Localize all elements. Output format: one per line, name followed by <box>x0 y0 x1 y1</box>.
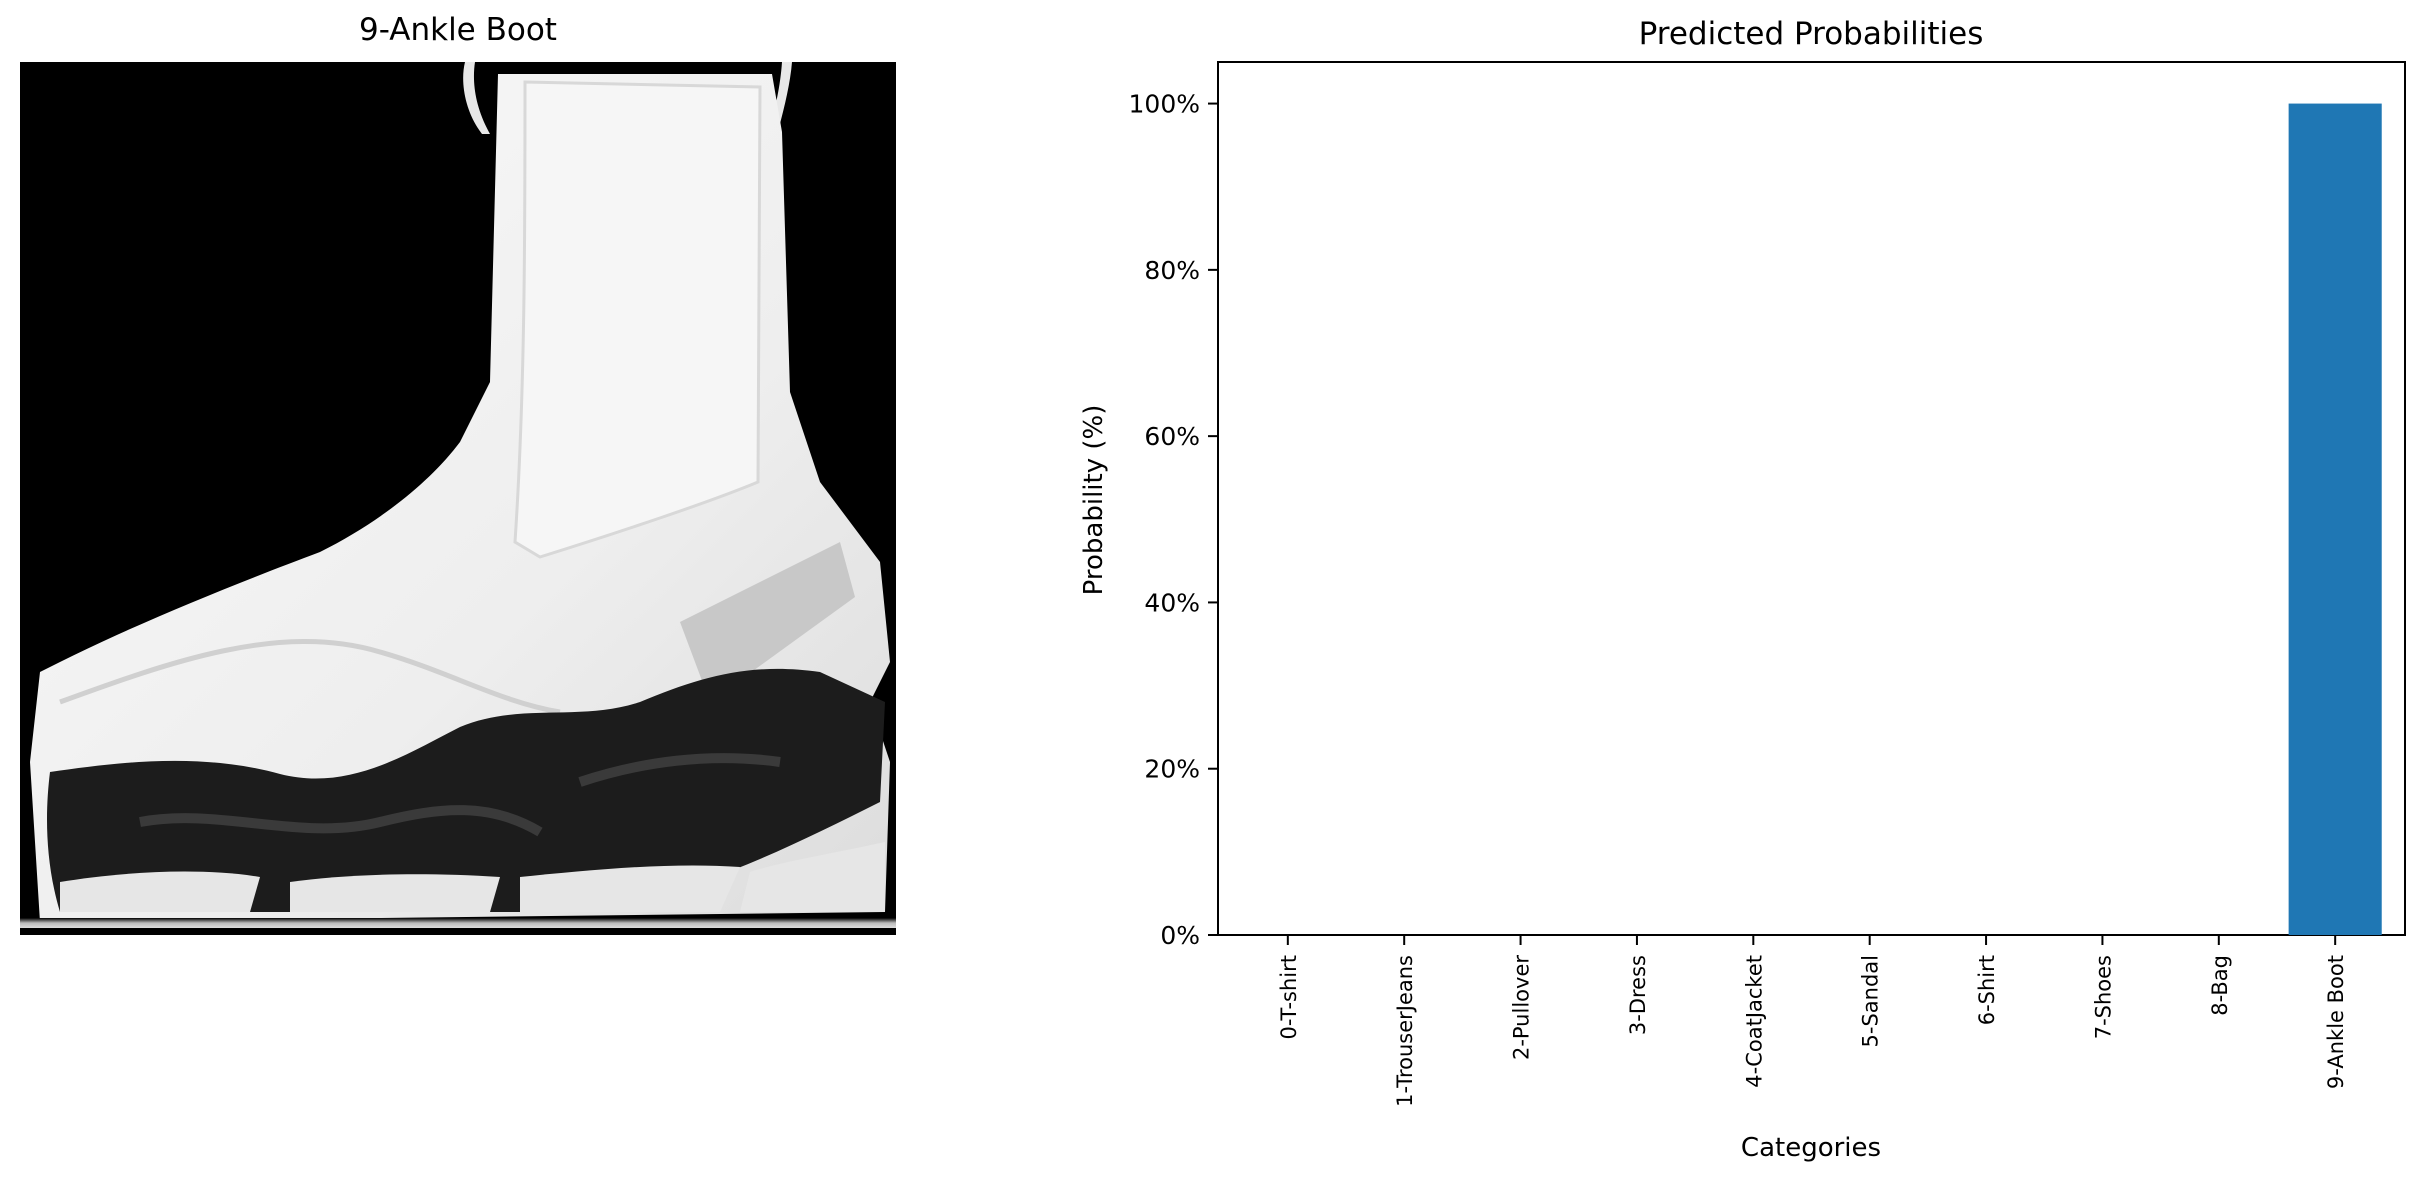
x-tick-label: 5-Sandal <box>1859 955 1883 1047</box>
y-tick-label: 60% <box>1144 422 1200 451</box>
ankle-boot-drawing <box>20 62 896 935</box>
y-axis-ticks: 0% 20% 40% 60% 80% 100% <box>1129 90 1218 950</box>
x-tick-label: 6-Shirt <box>1975 955 1999 1025</box>
x-tick-label: 1-TrouserJeans <box>1393 955 1417 1107</box>
x-tick-label: 9-Ankle Boot <box>2324 955 2348 1089</box>
x-tick-label: 4-CoatJacket <box>1742 955 1766 1088</box>
x-tick-label: 7-Shoes <box>2091 955 2115 1039</box>
y-tick-label: 80% <box>1144 256 1200 285</box>
bar-9-ankle-boot <box>2288 103 2382 936</box>
y-tick-label: 40% <box>1144 588 1200 617</box>
y-axis-label: Probability (%) <box>1079 405 1109 596</box>
x-tick-label: 8-Bag <box>2208 955 2232 1016</box>
y-tick-label: 100% <box>1129 90 1200 119</box>
x-tick-label: 2-Pullover <box>1510 955 1534 1060</box>
x-axis-ticks: 0-T-shirt 1-TrouserJeans 2-Pullover 3-Dress… <box>1277 935 2348 1107</box>
image-title: 9-Ankle Boot <box>359 12 557 48</box>
chart-title: Predicted Probabilities <box>1639 16 1984 52</box>
bars-group <box>2288 103 2382 936</box>
y-tick-label: 0% <box>1160 921 1200 950</box>
ankle-boot-image <box>20 62 896 935</box>
x-axis-label: Categories <box>1741 1133 1881 1163</box>
x-tick-label: 3-Dress <box>1626 955 1650 1035</box>
x-tick-label: 0-T-shirt <box>1277 955 1301 1039</box>
plot-frame <box>1217 61 2406 936</box>
y-tick-label: 20% <box>1144 755 1200 784</box>
